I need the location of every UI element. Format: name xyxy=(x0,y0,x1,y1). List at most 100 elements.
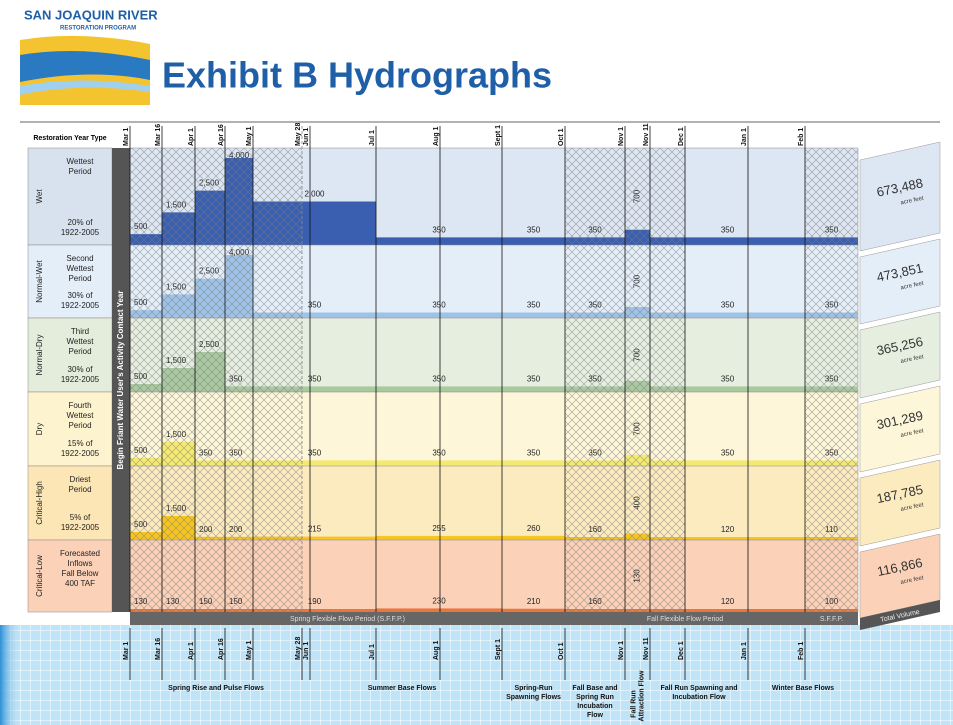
period: Second Wettest Period xyxy=(66,254,94,283)
date-bottom: Jul 1 xyxy=(369,644,376,660)
date-bottom: Sept 1 xyxy=(495,639,502,660)
date-top: Nov 11 xyxy=(643,123,650,146)
period: Wettest Period xyxy=(67,157,95,176)
flow-label: 350 xyxy=(527,301,541,310)
flow-period: Fall RunAttraction Flow xyxy=(630,670,645,721)
volume-unit: acre feet xyxy=(900,354,924,365)
flow-bar xyxy=(650,386,805,392)
flow-bar xyxy=(502,608,565,612)
flow-label: 350 xyxy=(308,449,322,458)
flow-bar xyxy=(253,536,376,540)
period: Driest Period xyxy=(68,475,91,494)
flow-bar xyxy=(502,535,565,540)
flexible-hatch xyxy=(130,148,302,612)
flow-label: 350 xyxy=(527,449,541,458)
column-header: Restoration Year Type xyxy=(33,135,106,142)
share: 5% of 1922-2005 xyxy=(61,513,100,532)
date-bottom: Nov 1 xyxy=(618,641,625,660)
flow-label: 350 xyxy=(432,301,446,310)
flow-label: 350 xyxy=(721,225,735,234)
flow-label: 190 xyxy=(308,597,322,606)
date-bottom: May 1 xyxy=(246,640,253,660)
volume-unit: acre feet xyxy=(900,196,924,207)
volume-box xyxy=(859,459,941,547)
flow-label: 350 xyxy=(432,225,446,234)
row-label-cell xyxy=(27,244,113,319)
row-label-cell xyxy=(27,465,113,541)
share: 30% of 1922-2005 xyxy=(61,291,100,310)
bottom-grid xyxy=(0,625,953,725)
logo-subtext: RESTORATION PROGRAM xyxy=(60,26,136,32)
volume-box xyxy=(859,238,941,325)
date-top: May 28 xyxy=(295,123,302,146)
flow-bar xyxy=(650,312,805,318)
volume-box xyxy=(859,385,941,473)
date-top: Aug 1 xyxy=(433,126,440,146)
flow-label: 350 xyxy=(721,375,735,384)
flexible-label: Fall Flexible Flow Period xyxy=(647,616,723,623)
volume-unit: acre feet xyxy=(900,502,924,513)
flow-bar xyxy=(376,608,502,612)
year-type: Dry xyxy=(35,423,44,435)
flow-period: Spring Rise and Pulse Flows xyxy=(168,685,264,692)
share: 30% of 1922-2005 xyxy=(61,365,100,384)
logo: SAN JOAQUIN RIVER RESTORATION PROGRAM xyxy=(20,7,158,106)
date-bottom: Oct 1 xyxy=(558,642,565,660)
flow-label: 350 xyxy=(432,375,446,384)
year-type: Wet xyxy=(35,189,44,204)
year-type: Normal-Wet xyxy=(35,259,44,302)
flexible-hatch xyxy=(805,148,858,612)
flow-label: 350 xyxy=(308,301,322,310)
share: 15% of 1922-2005 xyxy=(61,439,100,458)
flow-label: 2,000 xyxy=(304,190,325,199)
total-volume-box xyxy=(860,600,940,630)
flow-bar xyxy=(376,237,502,245)
flow-label: 350 xyxy=(308,375,322,384)
logo-text: SAN JOAQUIN RIVER xyxy=(24,7,158,22)
flow-bar xyxy=(502,460,565,466)
date-top: Jul 1 xyxy=(369,130,376,146)
flow-label: 215 xyxy=(308,525,322,534)
row-label-cell xyxy=(27,317,113,393)
flow-bar xyxy=(502,312,565,318)
flow-period: Spring-Run Spawning Flows xyxy=(506,685,561,701)
date-bottom: Jun 1 xyxy=(303,642,310,660)
volume-box xyxy=(859,311,941,399)
date-bottom: Jan 1 xyxy=(741,642,748,660)
date-top: Oct 1 xyxy=(558,128,565,146)
flexible-bar xyxy=(130,612,858,625)
flow-bar xyxy=(502,237,565,245)
flexible-label: S.F.F.P. xyxy=(820,616,843,623)
flow-period: Winter Base Flows xyxy=(772,685,834,692)
volume-unit: acre feet xyxy=(900,281,924,292)
date-bottom: Feb 1 xyxy=(798,642,805,660)
flow-bar xyxy=(376,535,502,540)
period: Forecasted Inflows Fall Below 400 TAF xyxy=(60,549,100,588)
date-bottom: Mar 1 xyxy=(123,642,130,660)
date-bottom: Apr 1 xyxy=(188,642,195,660)
contract-year: Begin Friant Water User's Activity Conta… xyxy=(116,291,125,470)
date-top: Mar 16 xyxy=(155,124,162,146)
flow-label: 120 xyxy=(721,597,735,606)
edge xyxy=(0,625,20,725)
date-top: Feb 1 xyxy=(798,128,805,146)
flow-label: 350 xyxy=(432,449,446,458)
year-type: Normal-Dry xyxy=(35,335,44,376)
date-top: Jan 1 xyxy=(741,128,748,146)
year-type: Critical-High xyxy=(35,481,44,525)
flow-label: 260 xyxy=(527,524,541,533)
flexible-label: Spring Flexible Flow Period (S.F.F.P.) xyxy=(290,616,405,623)
date-top: Nov 1 xyxy=(618,127,625,146)
flow-bar xyxy=(650,609,805,612)
date-bottom: Mar 16 xyxy=(155,638,162,660)
date-top: Dec 1 xyxy=(678,127,685,146)
flow-label: 350 xyxy=(721,301,735,310)
title: Exhibit B Hydrographs xyxy=(162,55,552,96)
flow-bar xyxy=(253,386,376,392)
flow-bar xyxy=(502,386,565,392)
date-top: Mar 1 xyxy=(123,128,130,146)
volume-unit: acre feet xyxy=(900,428,924,439)
flow-period: Summer Base Flows xyxy=(368,685,437,692)
